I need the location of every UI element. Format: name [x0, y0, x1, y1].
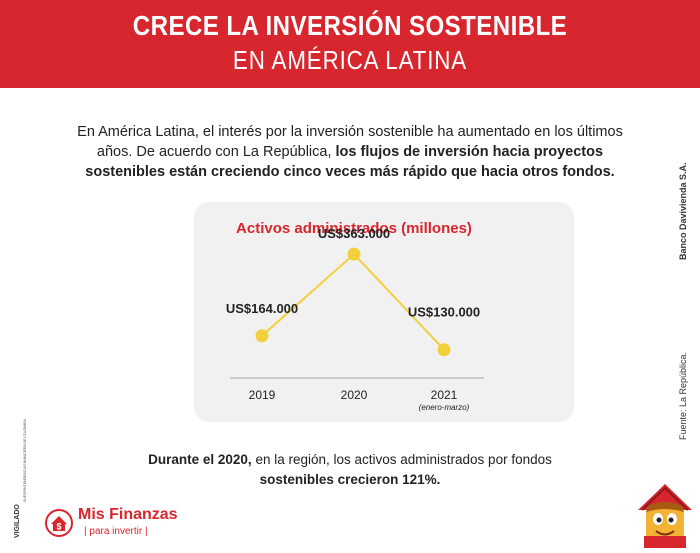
- x-tick-label-2021: 2021: [431, 388, 458, 402]
- vigilado-mark: VIGILADO SUPERINTENDENCIA FINANCIERA DE …: [10, 419, 30, 540]
- logo-name: Mis Finanzas: [78, 506, 178, 523]
- data-label-2019: US$164.000: [226, 301, 298, 316]
- title-line-1: CRECE LA INVERSIÓN SOSTENIBLE: [132, 10, 568, 41]
- data-point-2020: [347, 247, 361, 261]
- title-line-2: EN AMÉRICA LATINA: [232, 45, 468, 75]
- x-tick-label-2019: 2019: [249, 388, 276, 402]
- data-label-2021: US$130.000: [408, 305, 480, 320]
- data-label-2020: US$363.000: [318, 226, 390, 241]
- chart-title: Activos administrados (millones): [236, 220, 472, 237]
- logo-tagline: | para invertir |: [84, 526, 148, 537]
- line-chart: Activos administrados (millones) US$164.0…: [226, 220, 484, 412]
- bank-credit: Banco Davivienda S.A.: [678, 162, 688, 260]
- outro-highlight-1: Durante el 2020,: [148, 452, 252, 467]
- intro-paragraph: En América Latina, el interés por la inv…: [70, 122, 630, 182]
- intro-highlight: los flujos de inversión hacia proyectos …: [85, 144, 615, 180]
- vigilado-small-label: SUPERINTENDENCIA FINANCIERA DE COLOMBIA: [23, 419, 27, 502]
- intro-text: En América Latina, el interés por la inv…: [77, 124, 623, 160]
- chart-card: Activos administrados (millones) US$164.0…: [194, 202, 574, 422]
- outro-text: en la región, los activos administrados …: [251, 452, 552, 467]
- house-mascot-icon: [638, 484, 692, 548]
- svg-text:$: $: [56, 522, 61, 532]
- x-tick-label-2020: 2020: [341, 388, 368, 402]
- header-banner: CRECE LA INVERSIÓN SOSTENIBLE EN AMÉRICA…: [0, 0, 700, 88]
- outro-highlight-2: sostenibles crecieron 121%.: [259, 472, 441, 487]
- vigilado-label: VIGILADO: [14, 504, 21, 538]
- source-credit: Fuente: La República.: [678, 351, 688, 440]
- x-tick-note-2021: (enero-marzo): [419, 403, 470, 412]
- data-point-2019: [255, 329, 269, 343]
- data-point-2021: [437, 343, 451, 357]
- outro-paragraph: Durante el 2020, en la región, los activ…: [120, 450, 580, 490]
- house-dollar-icon: $: [45, 509, 73, 537]
